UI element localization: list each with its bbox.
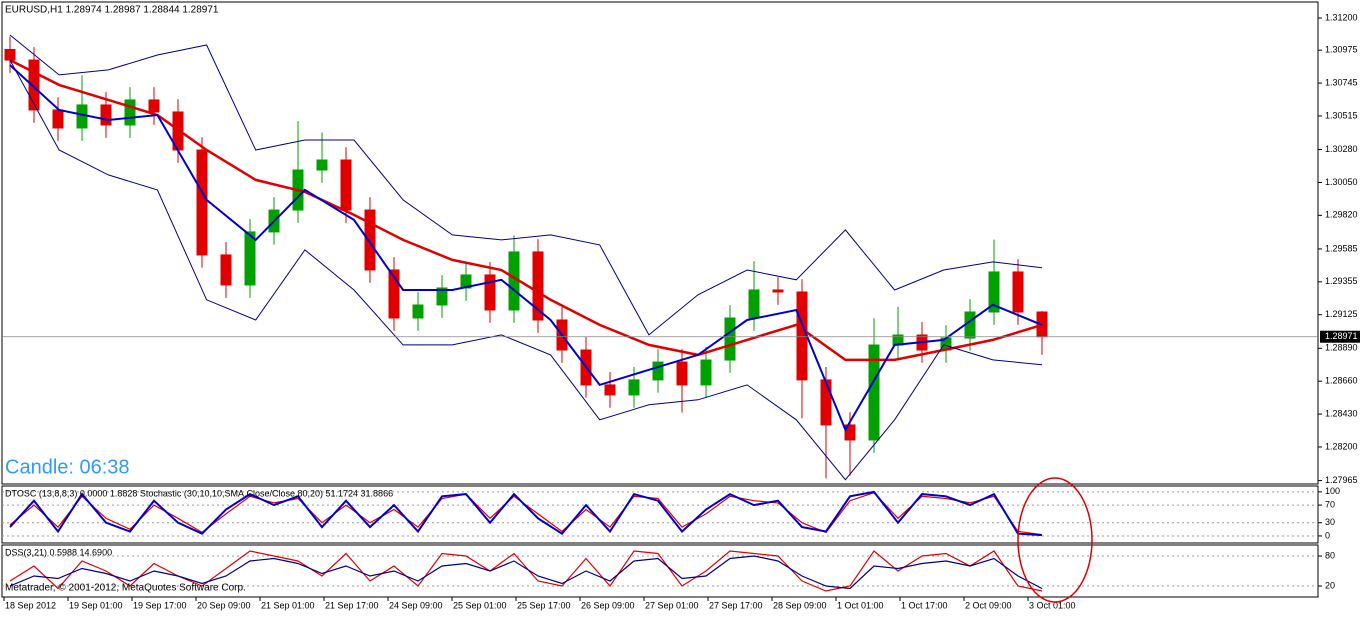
- indicator-line: [9, 58, 1043, 362]
- dss-label: DSS(3,21) 0.5988 14.6900: [5, 547, 112, 557]
- x-tick-label: 2 Oct 09:00: [965, 600, 1012, 610]
- candle-body: [748, 289, 760, 319]
- y-tick-label: 1.28200: [1325, 441, 1358, 451]
- candle-body: [796, 291, 808, 381]
- y-tick-label: 1.30280: [1325, 144, 1358, 154]
- candle-body: [196, 149, 208, 256]
- candle-body: [676, 361, 688, 386]
- x-tick-label: 19 Sep 01:00: [69, 600, 123, 610]
- candle-body: [652, 361, 664, 381]
- candle-body: [412, 304, 424, 319]
- y-tick-label: 20: [1325, 580, 1335, 590]
- candle-body: [436, 287, 448, 306]
- candle-body: [28, 59, 40, 111]
- dtosc-label: DTOSC (13,8,8,3) 0.0000 1.8828 Stochasti…: [5, 488, 393, 498]
- y-tick-label: 1.27965: [1325, 475, 1358, 485]
- x-tick-label: 18 Sep 2012: [5, 600, 56, 610]
- candle-body: [868, 344, 880, 441]
- highlight-ellipse: [1017, 477, 1093, 603]
- candle-body: [364, 209, 376, 271]
- oscillator-line: [9, 555, 1043, 590]
- last-price-box: [1320, 330, 1360, 343]
- y-tick-label: 30: [1325, 517, 1335, 527]
- x-tick-label: 20 Sep 09:00: [197, 600, 251, 610]
- plot-layer: 1.31200 1.30975 1.30745 1.30515 1.30280 1.300…: [2, 12, 1360, 610]
- candle-body: [724, 317, 736, 361]
- y-tick-label: 1.30050: [1325, 177, 1358, 187]
- candle-body: [964, 311, 976, 339]
- candle-body: [52, 109, 64, 129]
- candle-body: [244, 231, 256, 286]
- y-tick-label: 1.29820: [1325, 210, 1358, 220]
- candle-body: [4, 48, 16, 61]
- x-tick-label: 27 Sep 01:00: [645, 600, 699, 610]
- x-tick-label: 26 Sep 09:00: [581, 600, 635, 610]
- dss-panel: [1, 544, 1319, 598]
- x-tick-label: 1 Oct 17:00: [901, 600, 948, 610]
- candle-body: [340, 159, 352, 211]
- candle-body: [220, 254, 232, 286]
- candle-body: [388, 269, 400, 319]
- x-tick-label: 27 Sep 17:00: [709, 600, 763, 610]
- y-tick-label: 0: [1325, 530, 1330, 540]
- x-tick-label: 28 Sep 09:00: [773, 600, 827, 610]
- symbol-header: EURUSD,H1 1.28974 1.28987 1.28844 1.2897…: [5, 5, 219, 16]
- candle-body: [700, 359, 712, 386]
- x-tick-label: 24 Sep 09:00: [389, 600, 443, 610]
- candle-body: [988, 271, 1000, 313]
- candle-body: [628, 379, 640, 396]
- candle-body: [604, 384, 616, 396]
- candle-body: [316, 159, 328, 171]
- candle-body: [820, 379, 832, 426]
- indicator-line: [9, 59, 1043, 481]
- candle-body: [484, 274, 496, 311]
- last-price-label: 1.28971: [1325, 331, 1358, 341]
- candle-body: [124, 99, 136, 126]
- y-tick-label: 1.30975: [1325, 45, 1358, 55]
- oscillator-line: [9, 490, 1043, 537]
- y-tick-label: 1.30745: [1325, 77, 1358, 87]
- candle-body: [532, 251, 544, 321]
- watermark: Metatrader, © 2001-2012, MetaQuotes Soft…: [5, 583, 246, 594]
- indicator-line: [9, 64, 1043, 433]
- y-tick-label: 1.31200: [1325, 12, 1358, 22]
- x-tick-label: 25 Sep 01:00: [453, 600, 507, 610]
- candle-body: [76, 104, 88, 129]
- y-tick-label: 80: [1325, 550, 1335, 560]
- y-tick-label: 1.29125: [1325, 309, 1358, 319]
- y-tick-label: 1.28430: [1325, 408, 1358, 418]
- candle-body: [100, 104, 112, 126]
- y-tick-label: 1.29355: [1325, 276, 1358, 286]
- y-tick-label: 1.28890: [1325, 343, 1358, 353]
- y-tick-label: 1.29585: [1325, 243, 1358, 253]
- candle-body: [772, 289, 784, 293]
- x-tick-label: 25 Sep 17:00: [517, 600, 571, 610]
- candle-body: [844, 424, 856, 441]
- candle-body: [148, 99, 160, 113]
- indicator-line: [9, 34, 1043, 336]
- x-tick-label: 3 Oct 01:00: [1029, 600, 1076, 610]
- candle-body: [1012, 271, 1024, 313]
- y-tick-label: 70: [1325, 499, 1335, 509]
- x-tick-label: 19 Sep 17:00: [133, 600, 187, 610]
- y-tick-label: 100: [1325, 486, 1340, 496]
- x-tick-label: 21 Sep 01:00: [261, 600, 315, 610]
- x-tick-label: 1 Oct 01:00: [837, 600, 884, 610]
- y-tick-label: 1.28660: [1325, 376, 1358, 386]
- x-tick-label: 21 Sep 17:00: [325, 600, 379, 610]
- candle-timer: Candle: 06:38: [5, 456, 130, 478]
- y-tick-label: 1.30515: [1325, 110, 1358, 120]
